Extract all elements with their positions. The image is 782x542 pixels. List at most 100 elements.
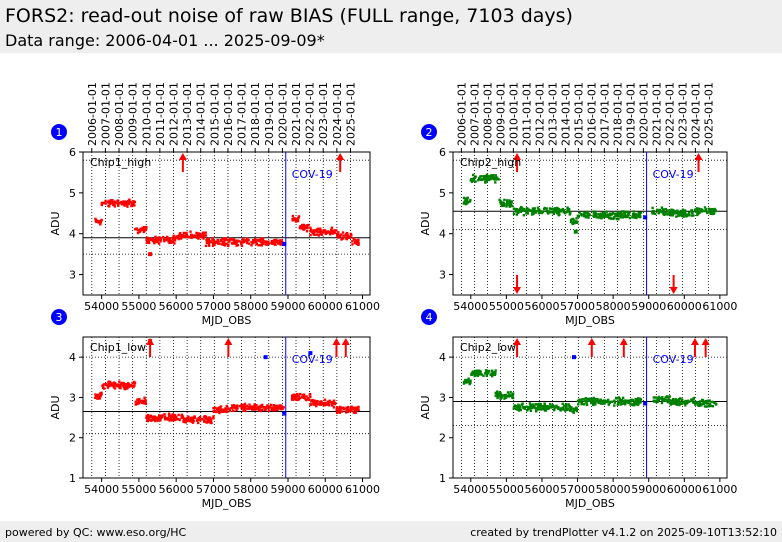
data-point: [322, 401, 325, 405]
data-point: [204, 415, 208, 418]
data-point: [227, 243, 230, 246]
data-point: [320, 233, 323, 236]
data-point: [684, 213, 687, 216]
data-point: [215, 407, 218, 410]
data-point: [669, 403, 672, 406]
data-point: [167, 414, 171, 418]
top-date-label: 2022-01-01: [663, 82, 676, 146]
data-point: [144, 402, 148, 405]
data-point: [269, 403, 273, 407]
x-tick-label: 57000: [196, 300, 231, 313]
data-point: [504, 396, 507, 399]
data-point: [690, 211, 693, 214]
data-point: [491, 176, 495, 180]
data-point: [638, 397, 641, 400]
data-point: [193, 234, 197, 238]
data-point: [354, 409, 358, 413]
data-point: [134, 403, 137, 406]
data-point: [692, 214, 695, 217]
x-tick-label: 54000: [453, 483, 488, 496]
data-point: [548, 405, 551, 409]
data-point: [505, 201, 509, 204]
y-tick-label: 3: [69, 391, 76, 404]
data-point: [278, 239, 281, 242]
y-axis-label: ADU: [49, 211, 62, 235]
data-point: [558, 213, 561, 216]
data-point: [342, 234, 345, 237]
data-point: [235, 407, 238, 410]
data-point: [705, 402, 709, 405]
data-point: [99, 221, 102, 224]
data-point: [159, 239, 162, 243]
data-point: [175, 235, 178, 238]
data-point: [515, 213, 519, 216]
data-point: [527, 407, 530, 411]
data-point: [160, 414, 163, 418]
data-point: [355, 242, 358, 246]
data-point: [264, 243, 268, 246]
data-point: [694, 403, 697, 406]
data-point: [177, 413, 180, 417]
data-point: [159, 419, 162, 422]
data-point: [617, 396, 621, 399]
data-point: [482, 175, 486, 178]
data-point: [498, 390, 502, 394]
x-tick-label: 57000: [560, 483, 595, 496]
top-date-label: 2022-01-01: [304, 82, 317, 146]
data-point: [620, 399, 623, 402]
data-point: [240, 244, 244, 247]
data-point: [201, 233, 204, 236]
data-point: [300, 227, 304, 230]
data-point: [163, 413, 166, 416]
panel-label: Chip2_low: [460, 341, 516, 354]
data-point: [276, 242, 280, 245]
data-point: [316, 230, 319, 233]
data-point: [349, 406, 352, 409]
data-point: [561, 408, 565, 411]
data-point: [147, 240, 150, 244]
data-point: [143, 396, 146, 399]
data-point: [328, 399, 331, 402]
data-point: [125, 383, 129, 386]
data-point: [349, 235, 352, 238]
data-point: [690, 399, 694, 403]
data-point: [520, 403, 523, 406]
data-point: [679, 209, 683, 213]
data-point: [122, 381, 125, 385]
data-point: [635, 213, 639, 217]
data-point: [180, 415, 184, 418]
data-point: [352, 237, 355, 240]
data-point: [324, 401, 327, 405]
data-point: [613, 217, 616, 220]
data-point: [476, 372, 480, 375]
data-point: [692, 398, 695, 401]
data-point: [176, 235, 180, 238]
data-point: [600, 217, 603, 220]
data-point: [186, 416, 189, 420]
data-point: [127, 385, 130, 389]
data-point: [710, 404, 713, 408]
data-point-special: [263, 355, 268, 360]
data-point: [613, 404, 616, 407]
top-date-label: 2015-01-01: [572, 82, 585, 146]
data-point: [564, 407, 568, 411]
data-point: [139, 227, 142, 230]
data-point: [214, 410, 217, 414]
data-point: [172, 234, 175, 238]
data-point: [335, 407, 339, 410]
data-point: [238, 404, 241, 408]
data-point: [666, 209, 669, 212]
data-point: [542, 407, 546, 411]
data-point: [136, 229, 140, 232]
data-point: [582, 398, 586, 401]
data-point: [620, 215, 623, 218]
data-point: [678, 403, 681, 407]
data-point: [703, 405, 707, 408]
data-point: [660, 398, 664, 401]
data-point: [255, 242, 258, 246]
y-tick-label: 6: [69, 146, 76, 159]
data-point: [212, 417, 215, 420]
data-point: [702, 401, 705, 404]
data-point: [95, 394, 98, 397]
data-point: [110, 382, 114, 385]
